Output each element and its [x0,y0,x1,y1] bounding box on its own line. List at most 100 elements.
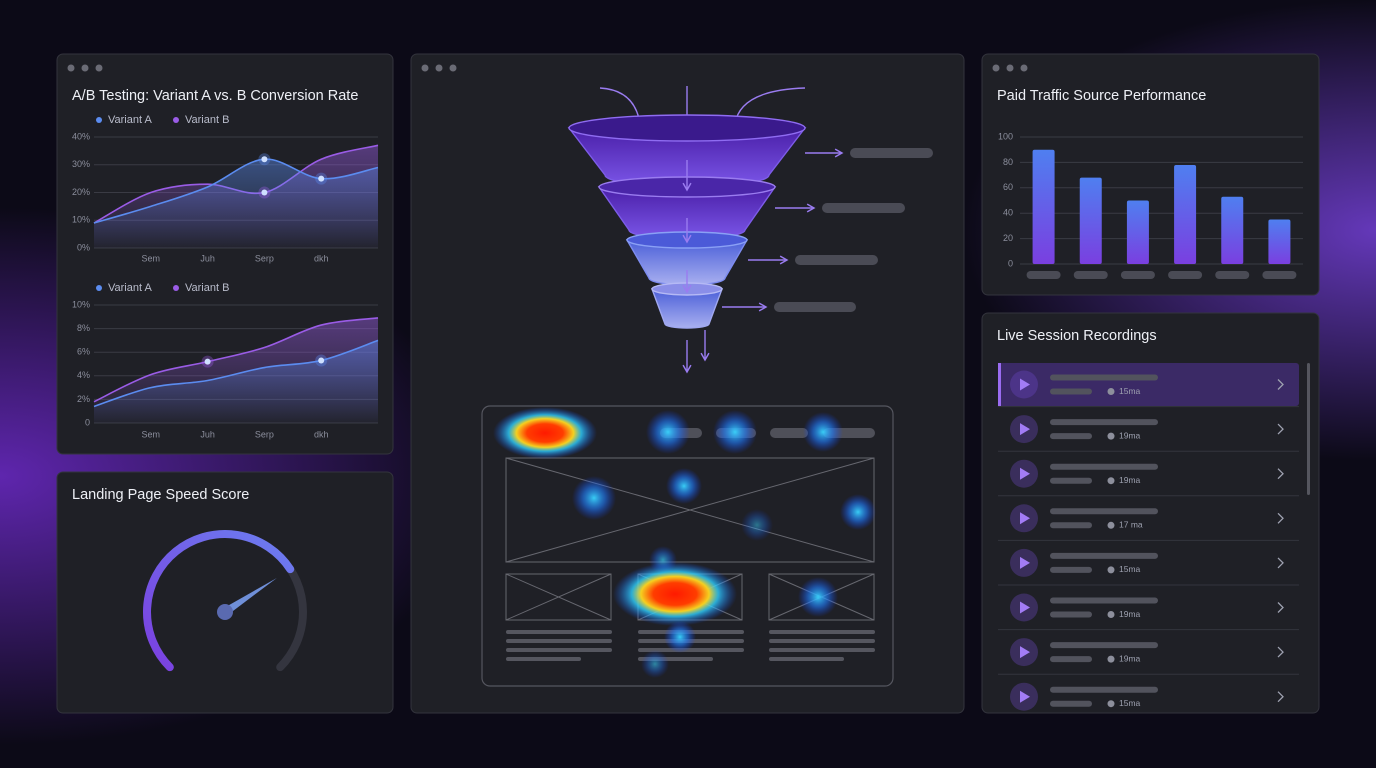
bar [1268,219,1291,264]
y-tick-label: 80 [1003,157,1013,167]
session-duration: 15ma [1119,386,1141,396]
title-placeholder [1050,552,1158,559]
y-tick-label: 100 [998,131,1013,141]
chevron [1277,691,1284,703]
subtitle-placeholder [1050,477,1092,484]
data-point [261,156,268,163]
bar [1221,196,1244,264]
y-tick-label: 10% [72,215,90,225]
legend-swatch [96,285,102,291]
legend-label: Variant A [108,114,152,126]
session-duration: 19ma [1119,653,1141,663]
session-row[interactable]: 19ma [998,584,1299,622]
y-tick-label: 60 [1003,182,1013,192]
clock-icon [1107,477,1115,485]
bar [1079,177,1102,264]
legend-label: Variant B [185,282,229,294]
subtitle-placeholder [1050,700,1092,707]
chevron [1277,557,1284,569]
title-placeholder [1050,597,1158,604]
panel-title: Landing Page Speed Score [72,487,249,503]
clock-icon [1107,655,1115,663]
y-tick-label: 6% [77,347,90,357]
y-tick-label: 40 [1003,208,1013,218]
title-placeholder [1050,508,1158,515]
session-row[interactable]: 19ma [998,450,1299,488]
clock-icon [1107,521,1115,529]
title-placeholder [1050,686,1158,693]
funnel [567,86,933,374]
clock-icon [1107,700,1115,708]
chevron [1277,423,1284,435]
category-placeholder [1120,271,1155,279]
session-row[interactable]: 15ma [998,363,1299,406]
panel-title: Paid Traffic Source Performance [997,88,1206,104]
session-duration: 19ma [1119,430,1141,440]
data-point [318,357,325,364]
legend-swatch [173,285,179,291]
title-placeholder [1050,642,1158,649]
subtitle-placeholder [1050,522,1092,529]
panel-title: Live Session Recordings [997,328,1157,344]
subtitle-placeholder [1050,433,1092,440]
play-icon [1020,690,1030,703]
chevron [1277,602,1284,613]
clock-icon [1107,566,1115,574]
bar [1174,164,1197,264]
session-row[interactable]: 15ma [998,673,1299,711]
y-tick-label: 8% [77,323,90,333]
y-tick-label: 20 [1003,233,1013,243]
y-tick-label: 4% [77,370,90,380]
session-duration: 17 ma [1119,520,1143,530]
session-duration: 15ma [1119,564,1141,574]
y-tick-label: 10% [72,299,90,309]
row-accent [998,363,1001,406]
x-tick-label: Juh [200,253,215,263]
x-tick-label: Serp [255,429,274,439]
y-tick-label: 0% [77,242,90,252]
panel [56,471,394,714]
window-dots [67,64,1028,72]
series-area [94,159,378,248]
play-icon [1020,556,1030,569]
data-point [261,189,268,196]
bar [1126,200,1149,264]
play-icon [1020,423,1030,436]
session-row[interactable]: 15ma [998,539,1299,577]
y-tick-label: 2% [77,394,90,404]
chevron [1277,512,1284,524]
title-placeholder [1050,419,1158,426]
legend-label: Variant A [108,282,152,294]
play-icon [1020,601,1030,614]
data-point [204,358,211,365]
y-tick-label: 0 [85,417,90,427]
category-placeholder [1073,271,1108,279]
chevron [1277,379,1284,390]
category-placeholder [1215,271,1250,279]
session-list: 15ma 19ma 19ma 17 ma 15ma 19ma 19ma 15ma [998,363,1310,711]
gauge-hub [217,604,233,620]
session-row[interactable]: 19ma [998,406,1299,444]
session-row[interactable]: 17 ma [998,495,1299,533]
heatmap [481,405,894,687]
session-duration: 19ma [1119,475,1141,485]
legend-swatch [173,117,179,123]
legend-swatch [96,117,102,123]
session-duration: 19ma [1119,609,1141,619]
title-placeholder [1050,463,1158,470]
subtitle-placeholder [1050,611,1092,618]
x-tick-label: dkh [314,253,329,263]
clock-icon [1107,611,1115,618]
session-row[interactable]: 19ma [998,629,1299,667]
series-line [93,317,379,403]
gauge-value [143,530,295,672]
play-icon [1020,467,1030,480]
x-tick-label: Juh [200,429,215,439]
clock-icon [1107,388,1115,395]
title-placeholder [1050,374,1158,381]
play-icon [1020,512,1030,525]
series-area [94,340,378,423]
y-tick-label: 30% [72,159,90,169]
